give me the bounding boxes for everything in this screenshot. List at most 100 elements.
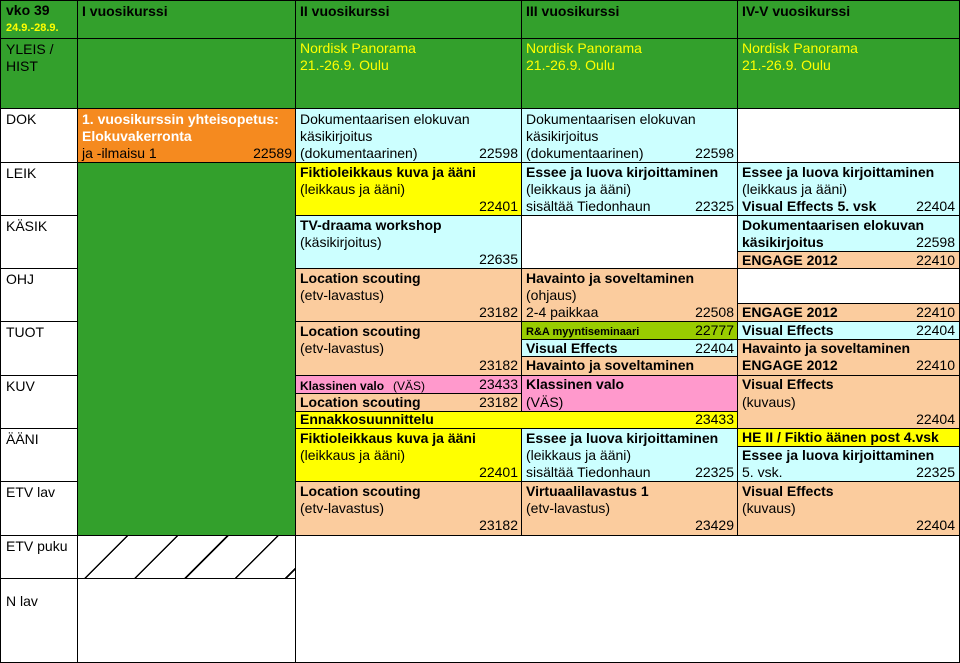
row-etvpuku: ETV puku <box>6 538 68 554</box>
dok-col1 <box>77 108 296 163</box>
kuv-ennakko-l1: Ennakkosuunnittelu <box>300 411 434 427</box>
kasik-col4a-l1: Dokumentaarisen elokuvan <box>742 217 925 233</box>
row-yleis-line1: YLEIS / <box>6 41 54 57</box>
header-col1-label: I vuosikurssi <box>82 3 168 19</box>
tuot-col4c-code: 22410 <box>916 357 955 373</box>
row-nlav: N lav <box>6 593 38 609</box>
aani-col2-code: 22401 <box>479 464 518 480</box>
aani-col2-l1: Fiktioleikkaus kuva ja ääni <box>300 430 476 446</box>
dok-col3-l2: käsikirjoitus <box>526 128 599 144</box>
tuot-col4c-l1: ENGAGE 2012 <box>742 357 838 373</box>
kuv-col4-l1: Visual Effects <box>742 376 834 392</box>
ohj-col2-l2: (etv-lavastus) <box>300 287 385 303</box>
aani-col3-code: 22325 <box>695 464 734 480</box>
dok-col2-l3: (dokumentaarinen) <box>300 145 418 161</box>
ohj-col3-l1: Havainto ja soveltaminen <box>526 270 695 286</box>
kasik-col3 <box>521 215 738 269</box>
ohj-col3-l2: (ohjaus) <box>526 287 577 303</box>
etvlav-col2-code: 23182 <box>479 517 518 533</box>
kuv-col3-l2: (VÄS) <box>526 394 564 410</box>
etvlav-col3 <box>521 481 738 536</box>
tuot-col2-l1: Location scouting <box>300 323 421 339</box>
leik-col4-l2: (leikkaus ja ääni) <box>742 181 848 197</box>
kuv-col2a-code: 23433 <box>479 376 518 392</box>
ohj-col4-code: 22410 <box>916 304 955 320</box>
row-ohj: OHJ <box>6 271 34 287</box>
tuot-col3b-code: 22404 <box>695 340 734 356</box>
etvlav-col2-l2: (etv-lavastus) <box>300 500 385 516</box>
kuv-col4-code: 22404 <box>916 411 955 427</box>
ohj-col2-l1: Location scouting <box>300 270 421 286</box>
yleis-col2 <box>295 38 522 109</box>
row-yleis-line2: HIST <box>6 58 38 74</box>
header-col4-label: IV-V vuosikurssi <box>742 3 851 19</box>
leik-col4-code: 22404 <box>916 198 955 214</box>
kuv-col4 <box>737 375 960 429</box>
tuot-col2 <box>295 321 522 376</box>
ohj-col3-l3: 2-4 paikkaa <box>526 304 599 320</box>
nlav-col1 <box>77 578 296 663</box>
yleis-col2-l1: Nordisk Panorama <box>300 40 416 56</box>
aani-col4-code: 22325 <box>916 464 955 480</box>
leik-col3-code: 22325 <box>695 198 734 214</box>
dok-col1-code: 22589 <box>253 145 292 161</box>
leik-col2-l2: (leikkaus ja ääni) <box>300 181 406 197</box>
leik-col3-l3: sisältää Tiedonhaun <box>526 198 651 214</box>
yleis-col4-l1: Nordisk Panorama <box>742 40 858 56</box>
dok-col2-l2: käsikirjoitus <box>300 128 373 144</box>
tuot-col4a-l1: Visual Effects <box>742 322 834 338</box>
dok-col4 <box>737 108 960 163</box>
tuot-col3a-code: 22777 <box>695 322 734 338</box>
leik-col4-l1: Essee ja luova kirjoittaminen <box>742 164 935 180</box>
etvlav-col3-l2: (etv-lavastus) <box>526 500 611 516</box>
tuot-col4b <box>737 339 960 376</box>
kasik-col2-l2: (käsikirjoitus) <box>300 234 382 250</box>
tuot-col3a-l1: R&A myyntiseminaari <box>526 326 640 338</box>
dok-col1-l2: Elokuvakerronta <box>82 128 192 144</box>
kuv-col3-l1: Klassinen valo <box>526 376 625 392</box>
yleis-col4 <box>737 38 960 109</box>
tuot-col4b-l1: Havainto ja soveltaminen <box>742 340 911 356</box>
row-label-yleis <box>0 38 78 109</box>
etvlav-col4 <box>737 481 960 536</box>
tuot-col2-code: 23182 <box>479 357 518 373</box>
dok-col1-l1: 1. vuosikurssin yhteisopetus: <box>82 111 279 127</box>
aani-col2-l2: (leikkaus ja ääni) <box>300 447 406 463</box>
aani-col4-l2: Essee ja luova kirjoittaminen <box>742 447 935 463</box>
kasik-col2-code: 22635 <box>479 251 518 267</box>
row-label-leik <box>0 162 78 216</box>
row-etvlav: ETV lav <box>6 484 56 500</box>
etvlav-col4-l1: Visual Effects <box>742 483 834 499</box>
week-cell <box>0 0 78 39</box>
kasik-col2 <box>295 215 522 269</box>
header-col3 <box>521 0 738 39</box>
kasik-col4a-l2: käsikirjoitus <box>742 234 824 250</box>
tuot-col3b-l1: Visual Effects <box>526 340 618 356</box>
dok-col2-l1: Dokumentaarisen elokuvan <box>300 111 470 127</box>
row-label-dok <box>0 108 78 163</box>
row-label-ohj <box>0 268 78 322</box>
ohj-col4-top <box>737 268 960 304</box>
yleis-col3 <box>521 38 738 109</box>
header-col3-label: III vuosikurssi <box>526 3 620 19</box>
row-label-kuv <box>0 375 78 429</box>
row-label-kasik <box>0 215 78 269</box>
header-col1 <box>77 0 296 39</box>
aani-col4-l3: 5. vsk. <box>742 464 783 480</box>
kasik-col2-l1: TV-draama workshop <box>300 217 442 233</box>
week-dates: 24.9.-28.9. <box>6 22 59 34</box>
kuv-col3 <box>521 375 738 412</box>
week-label: vko 39 <box>6 2 50 18</box>
dok-col2-code: 22598 <box>479 145 518 161</box>
ohj-col3-code: 22508 <box>695 304 734 320</box>
aani-col3-l3: sisältää Tiedonhaun <box>526 464 651 480</box>
leik-col2-code: 22401 <box>479 198 518 214</box>
row-kasik: KÄSIK <box>6 218 48 234</box>
dok-col2 <box>295 108 522 163</box>
etvlav-col3-l1: Virtuaalilavastus 1 <box>526 483 649 499</box>
aani-col4-l1: HE II / Fiktio äänen post 4.vsk <box>742 429 939 445</box>
leik-col2-l1: Fiktioleikkaus kuva ja ääni <box>300 164 476 180</box>
row-aani: ÄÄNI <box>6 431 39 447</box>
yleis-col3-l2: 21.-26.9. Oulu <box>526 57 615 73</box>
etvlav-col2 <box>295 481 522 536</box>
